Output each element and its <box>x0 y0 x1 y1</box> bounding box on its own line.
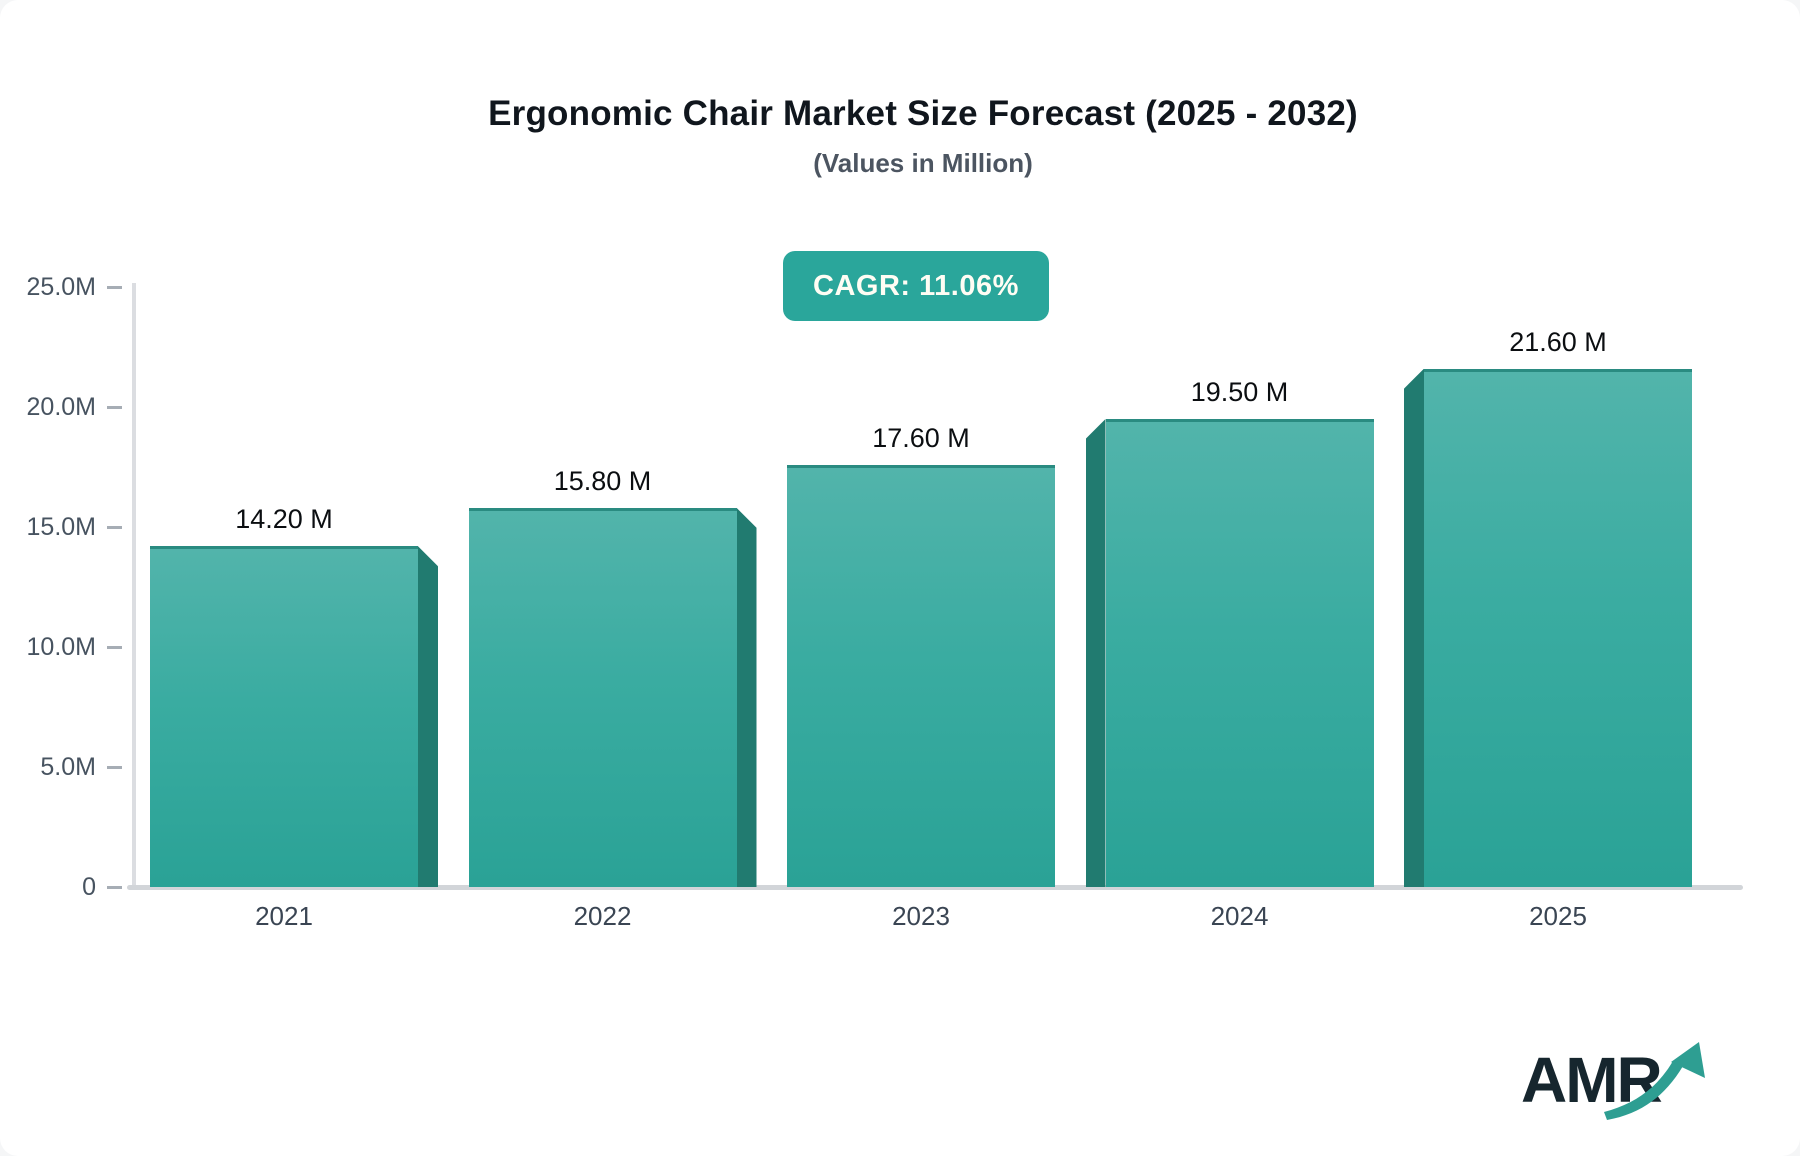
bar-3d-side <box>1404 368 1424 887</box>
bar-3d-side <box>736 507 757 887</box>
bar-value-label: 21.60 M <box>1509 326 1607 357</box>
bar-2025 <box>1424 368 1692 887</box>
bar-3d-side <box>1085 419 1106 887</box>
bar-value-label: 19.50 M <box>1190 377 1289 407</box>
y-tick-label: 5.0M <box>40 753 96 781</box>
y-tick-mark <box>107 286 122 289</box>
x-axis-label: 2022 <box>573 901 632 931</box>
y-tick-mark <box>107 886 122 889</box>
y-tick-label: 10.0M <box>26 633 96 661</box>
cagr-badge: CAGR: 11.06% <box>783 251 1049 321</box>
amr-logo: AMR <box>1521 1042 1705 1120</box>
x-axis-label: 2024 <box>1210 901 1269 931</box>
x-axis-line <box>127 885 1743 890</box>
y-tick-mark <box>107 526 122 529</box>
y-tick-label: 0 <box>82 873 96 901</box>
amr-logo-arrowhead <box>1671 1042 1705 1078</box>
y-tick-label: 15.0M <box>26 513 96 541</box>
bar-2024 <box>1105 419 1374 887</box>
x-axis-label: 2021 <box>255 901 313 931</box>
y-tick-label: 25.0M <box>26 273 96 301</box>
y-tick-mark <box>107 646 122 649</box>
x-axis-label: 2025 <box>1529 901 1587 931</box>
y-axis-line <box>132 283 136 887</box>
bar-value-label: 14.20 M <box>235 504 333 535</box>
amr-logo-arrow-swoosh <box>1604 1061 1683 1120</box>
bar-value-label: 15.80 M <box>553 465 652 496</box>
y-tick-label: 20.0M <box>26 393 96 421</box>
bar-3d-side <box>418 546 438 887</box>
bar-2023 <box>787 464 1055 887</box>
bar-value-label: 17.60 M <box>872 422 970 453</box>
bar-2022 <box>468 507 737 887</box>
x-axis-label: 2023 <box>892 901 950 931</box>
bar-2021 <box>150 546 418 887</box>
y-tick-mark <box>107 406 122 409</box>
y-tick-mark <box>107 766 122 769</box>
